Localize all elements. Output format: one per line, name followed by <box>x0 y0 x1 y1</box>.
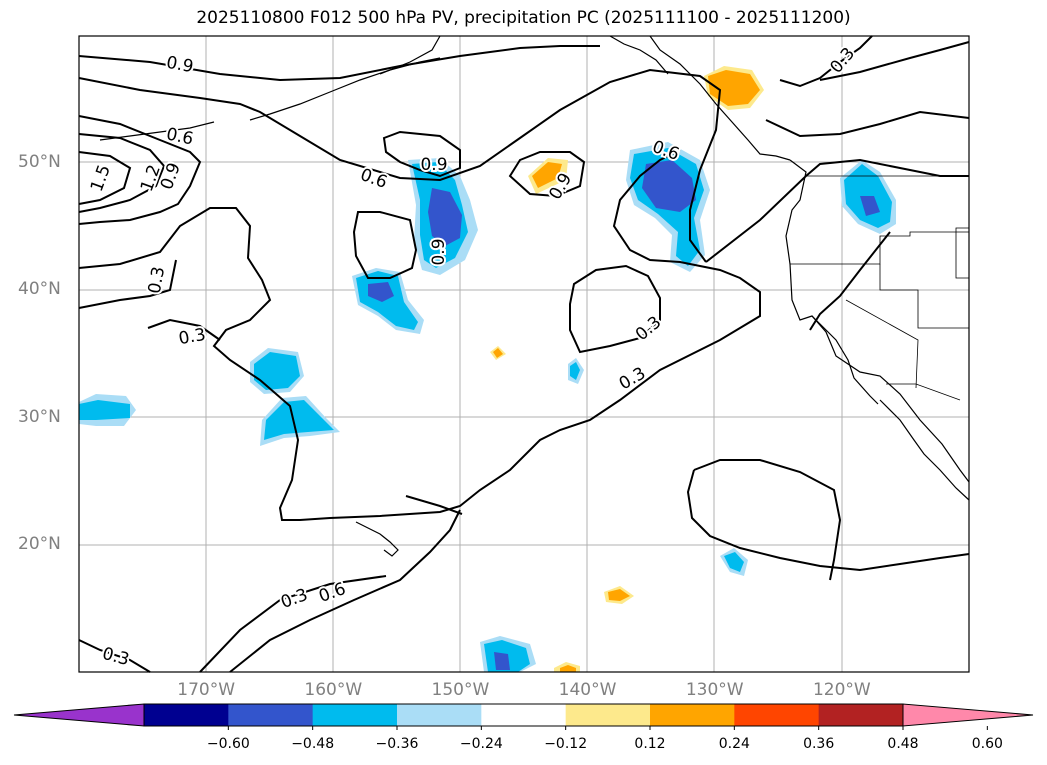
colorbar-segment <box>144 704 229 726</box>
precip-blob <box>368 282 394 302</box>
longitude-label: 150°W <box>431 680 490 700</box>
longitude-label: 170°W <box>177 680 236 700</box>
longitude-label: 120°W <box>812 680 871 700</box>
colorbar-tick-label: 0.24 <box>718 736 750 752</box>
contour-label: 0.9 <box>420 155 447 175</box>
precip-blob <box>532 162 562 188</box>
colorbar-tick-label: 0.12 <box>634 736 666 752</box>
precip-blob <box>79 400 130 420</box>
precip-blob <box>642 160 696 212</box>
colorbar-tick-label: 0.36 <box>803 736 835 752</box>
precip-blob <box>428 188 462 246</box>
colorbar-tick-label: −0.24 <box>459 736 503 752</box>
colorbar-tick-label: −0.36 <box>375 736 419 752</box>
colorbar-outline <box>143 703 904 727</box>
colorbar-tick-label: 0.48 <box>887 736 919 752</box>
precip-blob <box>494 652 510 670</box>
pv-contours <box>78 35 970 673</box>
contour-label: 0.9 <box>165 53 195 77</box>
precip-blob <box>560 665 576 672</box>
precip-blob <box>493 348 503 358</box>
precip-blob <box>264 400 334 440</box>
latitude-label: 20°N <box>18 533 61 554</box>
colorbar-tick-label: −0.48 <box>291 736 335 752</box>
latitude-label: 50°N <box>18 152 61 173</box>
colorbar-segment <box>818 704 904 726</box>
precip-blob <box>608 589 630 601</box>
latitude-label: 30°N <box>18 406 61 427</box>
precip-blob <box>708 70 760 106</box>
gridlines <box>79 36 969 672</box>
precip-blob <box>724 552 744 572</box>
colorbar-tick-label: 0.60 <box>971 736 1003 752</box>
map-frame <box>78 35 970 673</box>
longitude-label: 140°W <box>558 680 617 700</box>
colorbar-segment <box>312 704 398 726</box>
colorbar-extend-high <box>902 703 1034 727</box>
colorbar-segment <box>565 704 651 726</box>
longitude-label: 130°W <box>685 680 744 700</box>
colorbar-tick-label: −0.12 <box>544 736 588 752</box>
colorbar-extend-low <box>13 703 145 727</box>
contour-label: 0.9 <box>429 238 449 265</box>
colorbar-segment <box>481 704 567 726</box>
precip-blob <box>570 362 580 380</box>
colorbar-segment <box>734 704 820 726</box>
colorbar-segment <box>650 704 735 726</box>
longitude-label: 160°W <box>304 680 363 700</box>
precip-blob <box>860 196 880 216</box>
colorbar-segment <box>228 704 314 726</box>
colorbar <box>13 703 1034 730</box>
precip-blob <box>254 352 300 390</box>
colorbar-tick-label: −0.60 <box>206 736 250 752</box>
latitude-label: 40°N <box>18 279 61 300</box>
map-title: 2025110800 F012 500 hPa PV, precipitatio… <box>196 8 851 28</box>
colorbar-segment <box>397 704 482 726</box>
